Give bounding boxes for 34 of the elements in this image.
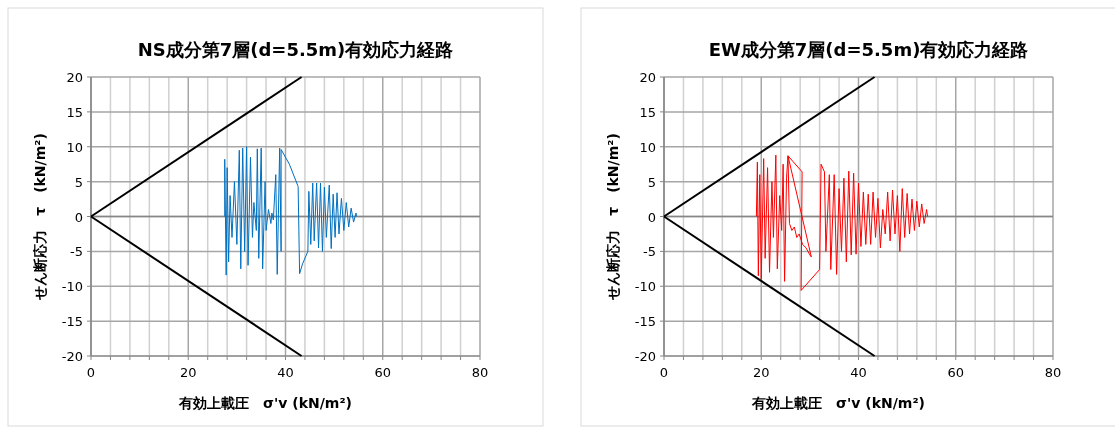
x-tick-label: 60 — [947, 365, 965, 380]
y-axis-title: せん断応力 τ (kN/m²) — [32, 133, 48, 301]
chart-title: EW成分第7層(d=5.5m)有効応力経路 — [708, 39, 1029, 60]
y-tick-label: -10 — [61, 279, 83, 295]
y-axis-title: せん断応力 τ (kN/m²) — [605, 133, 621, 301]
x-tick-label: 80 — [471, 365, 489, 380]
y-tick-label: 15 — [66, 104, 83, 120]
y-tick-label: -10 — [634, 279, 656, 295]
y-tick-label: 10 — [639, 139, 656, 155]
chart-title: NS成分第7層(d=5.5m)有効応力経路 — [137, 39, 454, 60]
x-tick-label: 20 — [752, 365, 770, 380]
y-tick-label: 5 — [74, 174, 83, 190]
y-tick-label: 20 — [639, 70, 656, 85]
y-tick-label: -20 — [634, 349, 656, 364]
y-tick-label: 0 — [647, 209, 656, 225]
y-tick-label: 15 — [639, 104, 656, 120]
y-tick-label: -5 — [643, 244, 656, 260]
x-tick-label: 60 — [374, 365, 392, 380]
y-tick-label: -15 — [61, 314, 83, 330]
x-axis-title: 有効上載圧 σ'v (kN/m²) — [178, 395, 352, 411]
y-tick-label: -20 — [61, 349, 83, 364]
x-tick-label: 0 — [659, 365, 669, 380]
y-tick-label: 5 — [647, 174, 656, 190]
y-tick-label: 20 — [66, 70, 83, 85]
x-axis-title: 有効上載圧 σ'v (kN/m²) — [751, 395, 925, 411]
x-tick-label: 0 — [86, 365, 96, 380]
x-tick-label: 40 — [277, 365, 294, 380]
y-tick-label: 0 — [74, 209, 83, 225]
y-tick-label: -15 — [634, 314, 656, 330]
y-tick-label: -5 — [70, 244, 83, 260]
x-tick-label: 20 — [179, 365, 197, 380]
x-tick-label: 80 — [1044, 365, 1062, 380]
y-tick-label: 10 — [66, 139, 83, 155]
x-tick-label: 40 — [850, 365, 867, 380]
